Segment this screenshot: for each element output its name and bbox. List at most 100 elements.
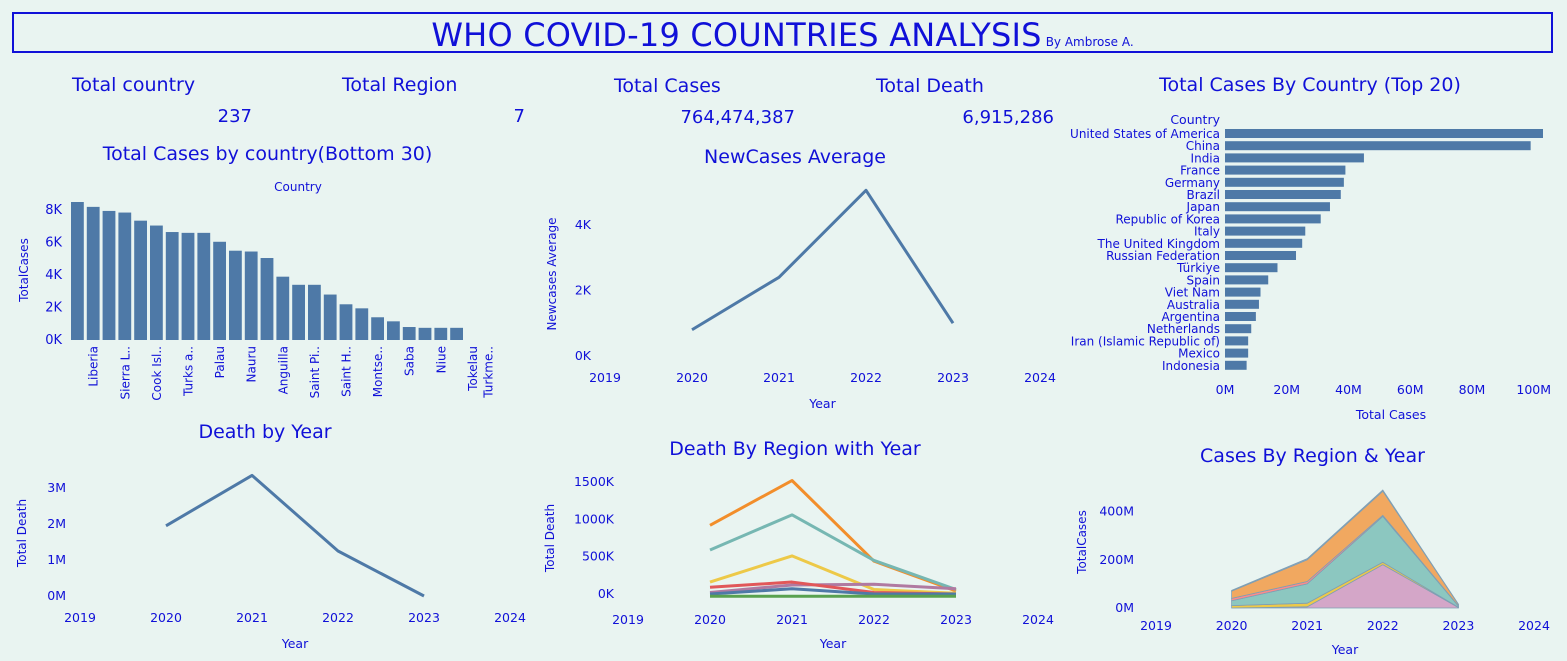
bottom30-xtick: Saint H.. (340, 346, 354, 397)
bottom30-bar (86, 206, 100, 340)
top20-bar (1225, 238, 1303, 248)
chart-deathregion-series-blue (709, 587, 956, 596)
casesregion-area-blue (1231, 489, 1459, 606)
casesregion-xtick: 2022 (1367, 618, 1399, 633)
top20-category-label: France (1180, 164, 1220, 178)
chart-newcases-series-main (691, 188, 955, 332)
top20-category-label: Germany (1165, 176, 1220, 190)
chart-deathregion-xtick: 2019 (612, 612, 644, 627)
top20-category-label: Italy (1194, 225, 1220, 239)
top20-bar (1225, 129, 1543, 138)
kpi-total-region-label: Total Region (342, 74, 458, 96)
top20-category-label: Russian Federation (1106, 249, 1220, 263)
top20-category-label: Japan (1186, 200, 1220, 214)
chart-newcases-ytick: 2K (575, 282, 592, 297)
bottom30-bar (244, 251, 258, 340)
top20-bar (1225, 226, 1306, 236)
bottom30-bar (165, 232, 179, 340)
bottom30-xtick: Turkme.. (482, 346, 496, 399)
bottom30-bar (118, 212, 132, 340)
top20-bar (1225, 348, 1249, 358)
chart-title-top20: Total Cases By Country (Top 20) (1159, 74, 1461, 96)
top20-xtick: 20M (1273, 382, 1300, 397)
top20-category-label: Iran (Islamic Republic of) (1071, 334, 1220, 348)
kpi-total-cases-label: Total Cases (614, 75, 721, 97)
chart-title-death-year: Death by Year (198, 421, 332, 443)
bottom30-bar (402, 327, 416, 340)
bottom30-bar (71, 202, 84, 340)
chart-bottom30: Country 0K 2K 4K 6K 8K TotalCases Liberia Sierra… (17, 180, 496, 401)
bottom30-bar (308, 284, 321, 340)
bottom30-bar (229, 250, 242, 340)
bottom30-bar (434, 327, 448, 340)
top20-bar (1225, 275, 1269, 285)
chart-deathregion-xtick: 2020 (694, 612, 726, 627)
chart-newcases-xtick: 2020 (676, 370, 708, 385)
bottom30-xtick: Cook Isl.. (150, 346, 164, 401)
kpi-total-cases-value: 764,474,387 (680, 107, 795, 128)
top20-xtick: 0M (1216, 382, 1235, 397)
chart-deathregion-series-purple (709, 582, 957, 595)
top20-category-label: China (1186, 139, 1220, 153)
bottom30-ytick: 8K (45, 203, 62, 218)
bottom30-bar (292, 284, 305, 340)
bottom30-bar (339, 304, 353, 340)
top20-xtick: 80M (1459, 382, 1486, 397)
bottom30-bar (102, 210, 116, 340)
bottom30-xtick: Montse.. (371, 346, 385, 397)
top20-category-label: Republic of Korea (1115, 212, 1220, 226)
bottom30-bar (134, 220, 147, 340)
chart-deathyear-xtick: 2023 (408, 610, 440, 625)
chart-deathregion-xlabel: Year (819, 636, 847, 651)
chart-deathyear-xtick: 2022 (322, 610, 354, 625)
chart-deathyear-xtick: 2021 (236, 610, 268, 625)
dashboard-byline: By Ambrose A. (1045, 35, 1134, 49)
bottom30-xtick: Sierra L.. (118, 346, 132, 399)
top20-category-label: Viet Nam (1165, 286, 1220, 300)
chart-deathyear: 0M 1M 2M 3M 2019 2020 2021 2022 2023 2024 Year Tota… (15, 473, 526, 651)
top20-bar (1225, 190, 1341, 199)
bottom30-xtick: Palau (213, 346, 227, 378)
chart-deathregion-ylabel: Total Death (543, 504, 557, 573)
top20-header-label: Country (1170, 112, 1220, 127)
top20-bar (1225, 214, 1321, 224)
casesregion-xtick: 2024 (1518, 618, 1550, 633)
bottom30-bar (213, 241, 226, 340)
top20-bar (1225, 202, 1330, 212)
chart-casesregion: 0M 200M 400M 2019 2020 2021 2022 2023 2024 Year To… (1075, 489, 1550, 657)
casesregion-ytick: 0M (1115, 600, 1134, 615)
top20-category-label: Argentina (1161, 310, 1220, 324)
bottom30-xtick: Nauru (245, 346, 259, 382)
chart-newcases-xtick: 2024 (1024, 370, 1056, 385)
chart-deathyear-xlabel: Year (281, 636, 309, 651)
casesregion-ylabel: TotalCases (1075, 510, 1089, 575)
top20-xtick: 40M (1335, 382, 1362, 397)
top20-category-label: Netherlands (1147, 322, 1220, 336)
kpi-total-death-value: 6,915,286 (962, 107, 1054, 128)
top20-xtick: 100M (1516, 382, 1551, 397)
chart-deathregion-ytick: 500K (582, 549, 615, 564)
dashboard-title-box: WHO COVID-19 COUNTRIES ANALYSIS By Ambros… (12, 12, 1553, 54)
bottom30-ytick: 0K (45, 333, 62, 348)
bottom30-xtick: Tokelau (466, 346, 480, 392)
bottom30-bar (355, 308, 369, 340)
top20-category-label: India (1191, 151, 1220, 165)
chart-deathyear-ytick: 3M (47, 480, 66, 495)
chart-deathregion-xtick: 2021 (776, 612, 808, 627)
chart-newcases-xtick: 2023 (937, 370, 969, 385)
chart-deathregion-xtick: 2022 (858, 612, 890, 627)
bottom30-bar (197, 232, 211, 340)
chart-deathyear-ytick: 1M (47, 552, 66, 567)
chart-title-newcases: NewCases Average (704, 146, 886, 168)
chart-newcases-ytick: 0K (575, 348, 592, 363)
casesregion-xtick: 2020 (1216, 618, 1248, 633)
top20-bar (1225, 324, 1252, 334)
chart-deathregion-xtick: 2024 (1022, 612, 1054, 627)
bottom30-header-label: Country (274, 180, 322, 194)
bottom30-bar (260, 258, 274, 340)
chart-newcases-xtick: 2019 (589, 370, 621, 385)
bottom30-bar (418, 327, 432, 340)
top20-bar (1225, 360, 1247, 370)
bottom30-bar (150, 225, 163, 340)
casesregion-ytick: 200M (1099, 552, 1134, 567)
